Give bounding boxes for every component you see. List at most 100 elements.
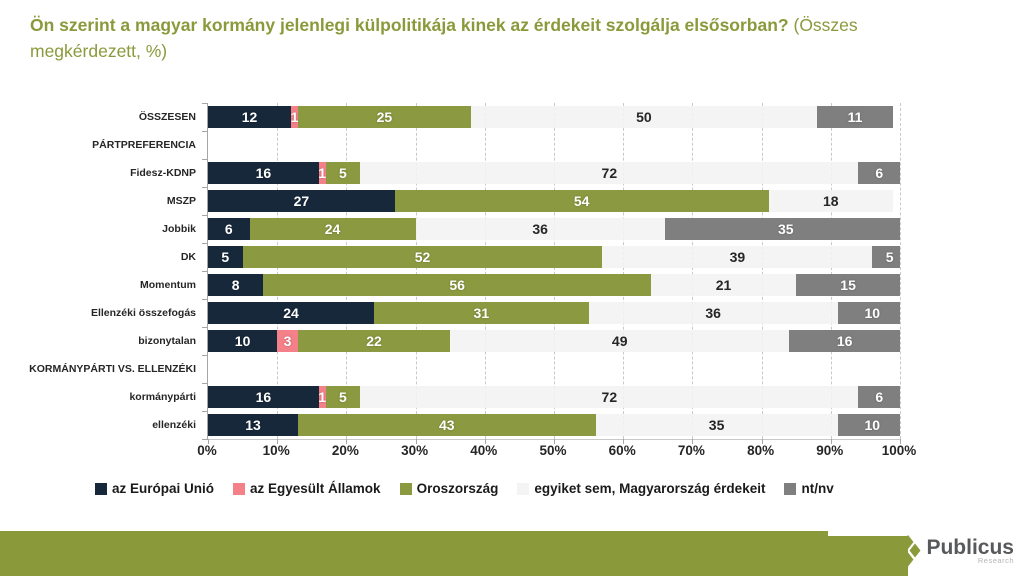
bar-value-label: 25 xyxy=(376,109,393,125)
bar-row: 10 3 22 49 16 xyxy=(208,327,900,355)
bar-value-label: 5 xyxy=(885,249,894,265)
category-axis-tick xyxy=(202,411,208,412)
category-axis-tick xyxy=(202,439,208,440)
bar-value-label: 24 xyxy=(324,221,341,237)
row-label: Jobbik xyxy=(162,223,196,235)
x-axis-tick xyxy=(761,439,763,444)
logo-text: Publicus Research xyxy=(926,537,1014,565)
logo-brand-sub: Research xyxy=(977,556,1014,565)
bar-segment: 5 xyxy=(325,386,361,408)
x-axis-label: 0% xyxy=(197,443,217,458)
bar-value-label: 18 xyxy=(822,193,839,209)
stacked-bar: 10 3 22 49 16 xyxy=(208,330,900,352)
x-axis: 0% 10% 20% 30% 40% 50% 60% 70% 80% 90% 100% xyxy=(197,443,916,461)
category-axis-tick xyxy=(202,215,208,216)
bar-segment: 6 xyxy=(858,162,900,184)
legend-item: Oroszország xyxy=(399,481,498,496)
x-axis-tick xyxy=(346,439,348,444)
bar-segment: 24 xyxy=(249,218,416,240)
gridline xyxy=(346,103,348,439)
bar-value-label: 5 xyxy=(221,249,230,265)
bar-row: 12 1 25 50 11 xyxy=(208,103,900,131)
x-axis-tick xyxy=(900,439,901,444)
bar-segment: 22 xyxy=(297,330,451,352)
bar-value-label: 16 xyxy=(836,333,853,349)
x-axis-tick xyxy=(484,439,486,444)
bar-value-label: 27 xyxy=(293,193,310,209)
footer-notch xyxy=(828,531,908,536)
bar-row: 5 52 39 5 xyxy=(208,243,900,271)
bar-value-label: 16 xyxy=(255,165,272,181)
bar-segment: 27 xyxy=(208,190,395,212)
bar-value-label: 8 xyxy=(231,277,240,293)
row-label: kormánypárti xyxy=(129,391,196,403)
bar-value-label: 54 xyxy=(573,193,590,209)
bar-row: 16 1 5 72 6 xyxy=(208,159,900,187)
category-axis-tick xyxy=(202,299,208,300)
x-axis-tick xyxy=(692,439,694,444)
bar-value-label: 1 xyxy=(290,109,299,125)
bar-value-label: 36 xyxy=(532,221,548,237)
bar-value-label: 15 xyxy=(840,277,856,293)
row-label: ellenzéki xyxy=(152,419,196,431)
bar-value-label: 6 xyxy=(875,165,884,181)
category-axis-tick xyxy=(202,131,208,132)
bar-segment: 16 xyxy=(208,162,319,184)
bar-segment: 1 xyxy=(318,162,326,184)
bar-segment: 5 xyxy=(872,246,900,268)
bar-value-label: 72 xyxy=(601,165,618,181)
bar-segment: 11 xyxy=(816,106,894,128)
legend-item: az Európai Unió xyxy=(95,481,214,496)
bar-segment: 6 xyxy=(858,386,900,408)
bar-segment: 21 xyxy=(650,274,797,296)
bar-segment: 18 xyxy=(768,190,894,212)
bar-segment: 25 xyxy=(297,106,471,128)
footer-accent-bar xyxy=(0,531,908,576)
x-axis-label: 100% xyxy=(881,443,917,458)
bar-segment: 5 xyxy=(325,162,361,184)
bar-segment: 24 xyxy=(208,302,375,324)
category-axis-tick xyxy=(202,103,208,104)
bar-value-label: 13 xyxy=(245,417,261,433)
bar-value-label: 3 xyxy=(283,333,292,349)
bar-value-label: 35 xyxy=(708,417,725,433)
gridline xyxy=(623,103,625,439)
x-axis-label: 10% xyxy=(262,443,290,458)
x-axis-label: 20% xyxy=(331,443,359,458)
publicus-logo: Publicus Research xyxy=(894,535,1014,567)
bar-segment: 35 xyxy=(664,218,900,240)
stacked-bar: 24 31 36 10 xyxy=(208,302,900,324)
category-axis-tick xyxy=(202,355,208,356)
legend-label: nt/nv xyxy=(801,481,834,496)
stacked-bar: 16 1 5 72 6 xyxy=(208,162,900,184)
gridline xyxy=(900,103,901,439)
bar-segment: 36 xyxy=(588,302,838,324)
legend-swatch xyxy=(784,482,797,495)
legend-label: az Európai Unió xyxy=(112,481,215,496)
bar-row: 8 56 21 15 xyxy=(208,271,900,299)
bar-value-label: 24 xyxy=(283,305,299,321)
bar-segment: 5 xyxy=(208,246,243,268)
row-label: bizonytalan xyxy=(138,335,196,347)
bar-segment: 54 xyxy=(394,190,769,212)
bar-value-label: 10 xyxy=(234,333,251,349)
stacked-bar: 5 52 39 5 xyxy=(208,246,900,268)
bar-segment: 10 xyxy=(837,302,900,324)
bar-value-label: 50 xyxy=(636,109,652,125)
chart-title-question: Ön szerint a magyar kormány jelenlegi kü… xyxy=(30,15,789,35)
bar-segment: 36 xyxy=(415,218,665,240)
legend-label: az Egyesült Államok xyxy=(250,481,381,496)
bar-value-label: 36 xyxy=(705,305,721,321)
bar-value-label: 31 xyxy=(473,305,490,321)
category-axis-tick xyxy=(202,327,208,328)
bar-segment: 3 xyxy=(277,330,298,352)
bar-value-label: 43 xyxy=(438,417,455,433)
bar-segment: 52 xyxy=(242,246,603,268)
legend-swatch xyxy=(95,482,107,495)
bar-segment: 1 xyxy=(318,386,326,408)
bar-segment: 43 xyxy=(297,414,596,436)
x-axis-tick xyxy=(208,439,209,444)
bar-segment: 10 xyxy=(208,330,278,352)
x-axis-label: 90% xyxy=(816,443,844,458)
